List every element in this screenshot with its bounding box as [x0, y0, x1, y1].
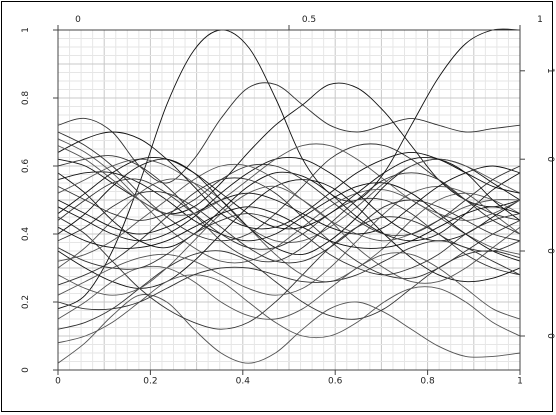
x-tick-label: 0.8 — [420, 377, 435, 387]
series-group — [57, 28, 521, 364]
series-line-7 — [57, 171, 521, 249]
series-line-2 — [57, 82, 521, 184]
series-line-20 — [57, 191, 521, 264]
series-line-25 — [57, 165, 521, 235]
series-line-26 — [57, 240, 521, 311]
right-tick-label: 0 — [545, 248, 555, 254]
series-line-23 — [57, 178, 521, 252]
top-tick-label: 1 — [537, 15, 543, 25]
series-line-6 — [57, 178, 521, 283]
right-tick-label: 0 — [545, 333, 555, 339]
x-tick-label: 0 — [55, 377, 61, 387]
series-line-29 — [57, 163, 521, 237]
axes: 0 0.2 0.4 0.6 0.8 1 0 0.5 1 0 0.2 0.4 0.6 0.8 1 1 0 0 0 — [21, 15, 555, 387]
series-line-1 — [57, 28, 521, 310]
series-line-15 — [57, 185, 521, 296]
top-tick-label: 0.5 — [302, 15, 316, 25]
series-line-28 — [57, 206, 521, 249]
y-tick-label: 0.8 — [21, 91, 31, 106]
series-line-32 — [57, 213, 521, 276]
x-tick-label: 1 — [517, 377, 523, 387]
series-line-3 — [57, 294, 521, 364]
x-tick-label: 0.4 — [236, 377, 251, 387]
right-tick-label: 0 — [545, 156, 555, 162]
x-tick-label: 0.2 — [143, 377, 157, 387]
series-line-13 — [57, 179, 521, 289]
series-line-11 — [57, 250, 521, 330]
y-tick-label: 0.4 — [21, 227, 31, 242]
series-line-31 — [57, 157, 521, 230]
series-line-21 — [57, 274, 521, 344]
top-tick-label: 0 — [75, 15, 81, 25]
series-line-18 — [57, 185, 521, 296]
x-tick-label: 0.6 — [328, 377, 343, 387]
y-tick-label: 0.2 — [21, 295, 31, 309]
y-tick-label: 0.6 — [21, 159, 31, 174]
y-tick-label: 1 — [21, 27, 31, 33]
y-tick-label: 0 — [21, 367, 31, 373]
right-tick-label: 1 — [545, 68, 555, 74]
series-line-27 — [57, 143, 521, 221]
series-line-17 — [57, 131, 521, 242]
series-line-12 — [57, 158, 521, 243]
